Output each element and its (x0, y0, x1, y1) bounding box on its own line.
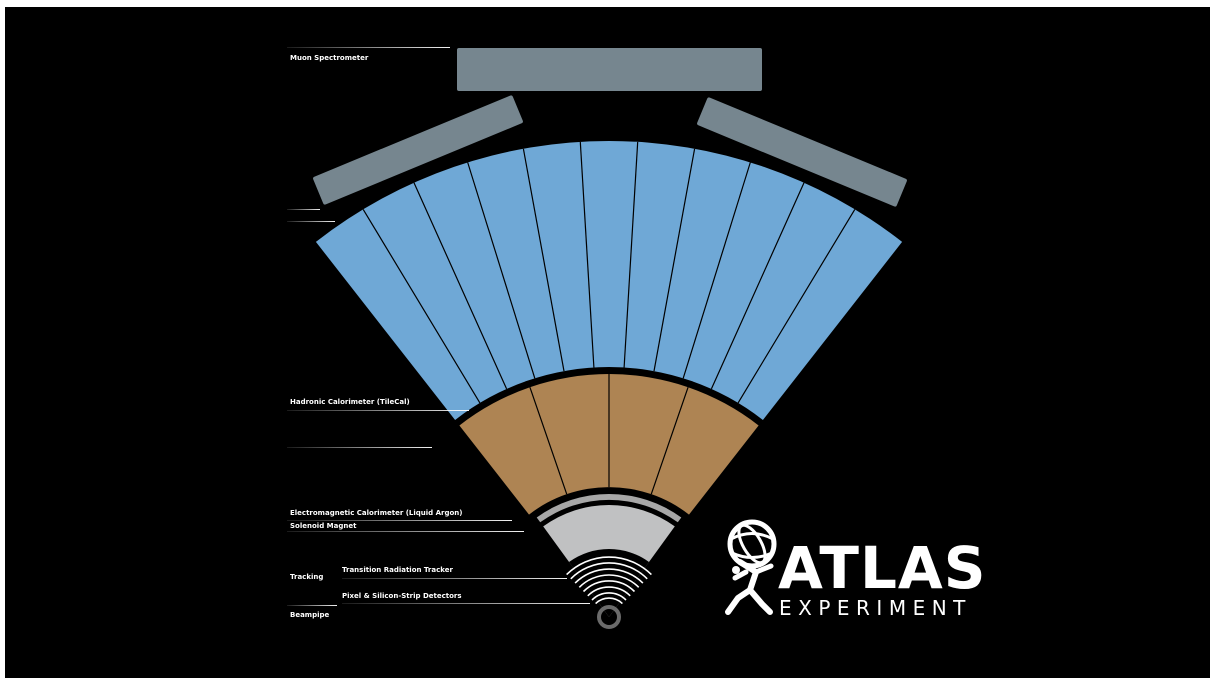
tracker-layer-arc (566, 556, 652, 576)
label-hadronic-calorimeter: Hadronic Calorimeter (TileCal) (290, 398, 410, 406)
label-muon-spectrometer: Muon Spectrometer (290, 54, 369, 62)
label-pixel-silicon-strip: Pixel & Silicon-Strip Detectors (342, 592, 462, 600)
label-transition-radiation-tracker: Transition Radiation Tracker (342, 566, 453, 574)
em-divider (650, 387, 689, 495)
hadronic-divider (579, 141, 595, 368)
tracker-layer-arc (591, 592, 627, 601)
solenoid-magnet (536, 494, 682, 523)
tracker-layer-arc (587, 586, 631, 597)
label-beampipe: Beampipe (290, 611, 330, 619)
tracker-layer-arc (578, 574, 640, 588)
hadronic-divider (737, 209, 856, 404)
hadronic-divider (522, 148, 565, 372)
hadronic-segment-dividers (362, 141, 856, 404)
hadronic-divider (682, 162, 751, 379)
hadronic-leader-line (287, 410, 469, 411)
hadronic-divider (413, 182, 508, 390)
em-leader-line (287, 520, 512, 521)
atlas-logo-text: ATLAS (778, 534, 987, 602)
tracker-layer-arc (570, 562, 648, 580)
em-segment-dividers (529, 374, 689, 495)
muon-chamber-right (697, 97, 907, 207)
trt-leader-line (342, 578, 567, 579)
solenoid-leader-line (287, 531, 524, 532)
em-leader-line-upper (287, 447, 432, 448)
pixel-leader-line (342, 603, 590, 604)
muon-leader-line (287, 47, 450, 48)
tracker-layer-arc (574, 568, 644, 584)
em-divider (529, 387, 568, 495)
muon-chamber-top (457, 48, 762, 91)
beampipe-leader-line (287, 605, 337, 606)
muon-chamber-left (313, 95, 523, 205)
hadronic-divider (710, 182, 805, 390)
beampipe (597, 605, 621, 629)
tracker-layer-arc (595, 597, 623, 605)
experiment-logo-text: EXPERIMENT (779, 596, 972, 620)
hadronic-divider (623, 141, 639, 368)
muon-leader-line-3 (287, 221, 335, 222)
hadronic-divider (467, 162, 536, 379)
tracker-layers (566, 548, 652, 617)
hadronic-calorimeter (315, 140, 903, 421)
label-solenoid-magnet: Solenoid Magnet (290, 522, 357, 530)
hadronic-divider (362, 209, 481, 404)
muon-leader-line-2 (287, 209, 320, 210)
hadronic-divider (653, 148, 696, 372)
tracker-layer-arc (582, 580, 636, 593)
label-em-calorimeter: Electromagnetic Calorimeter (Liquid Argo… (290, 509, 463, 517)
atlas-logo-icon (725, 519, 777, 615)
label-tracking: Tracking (290, 573, 324, 581)
